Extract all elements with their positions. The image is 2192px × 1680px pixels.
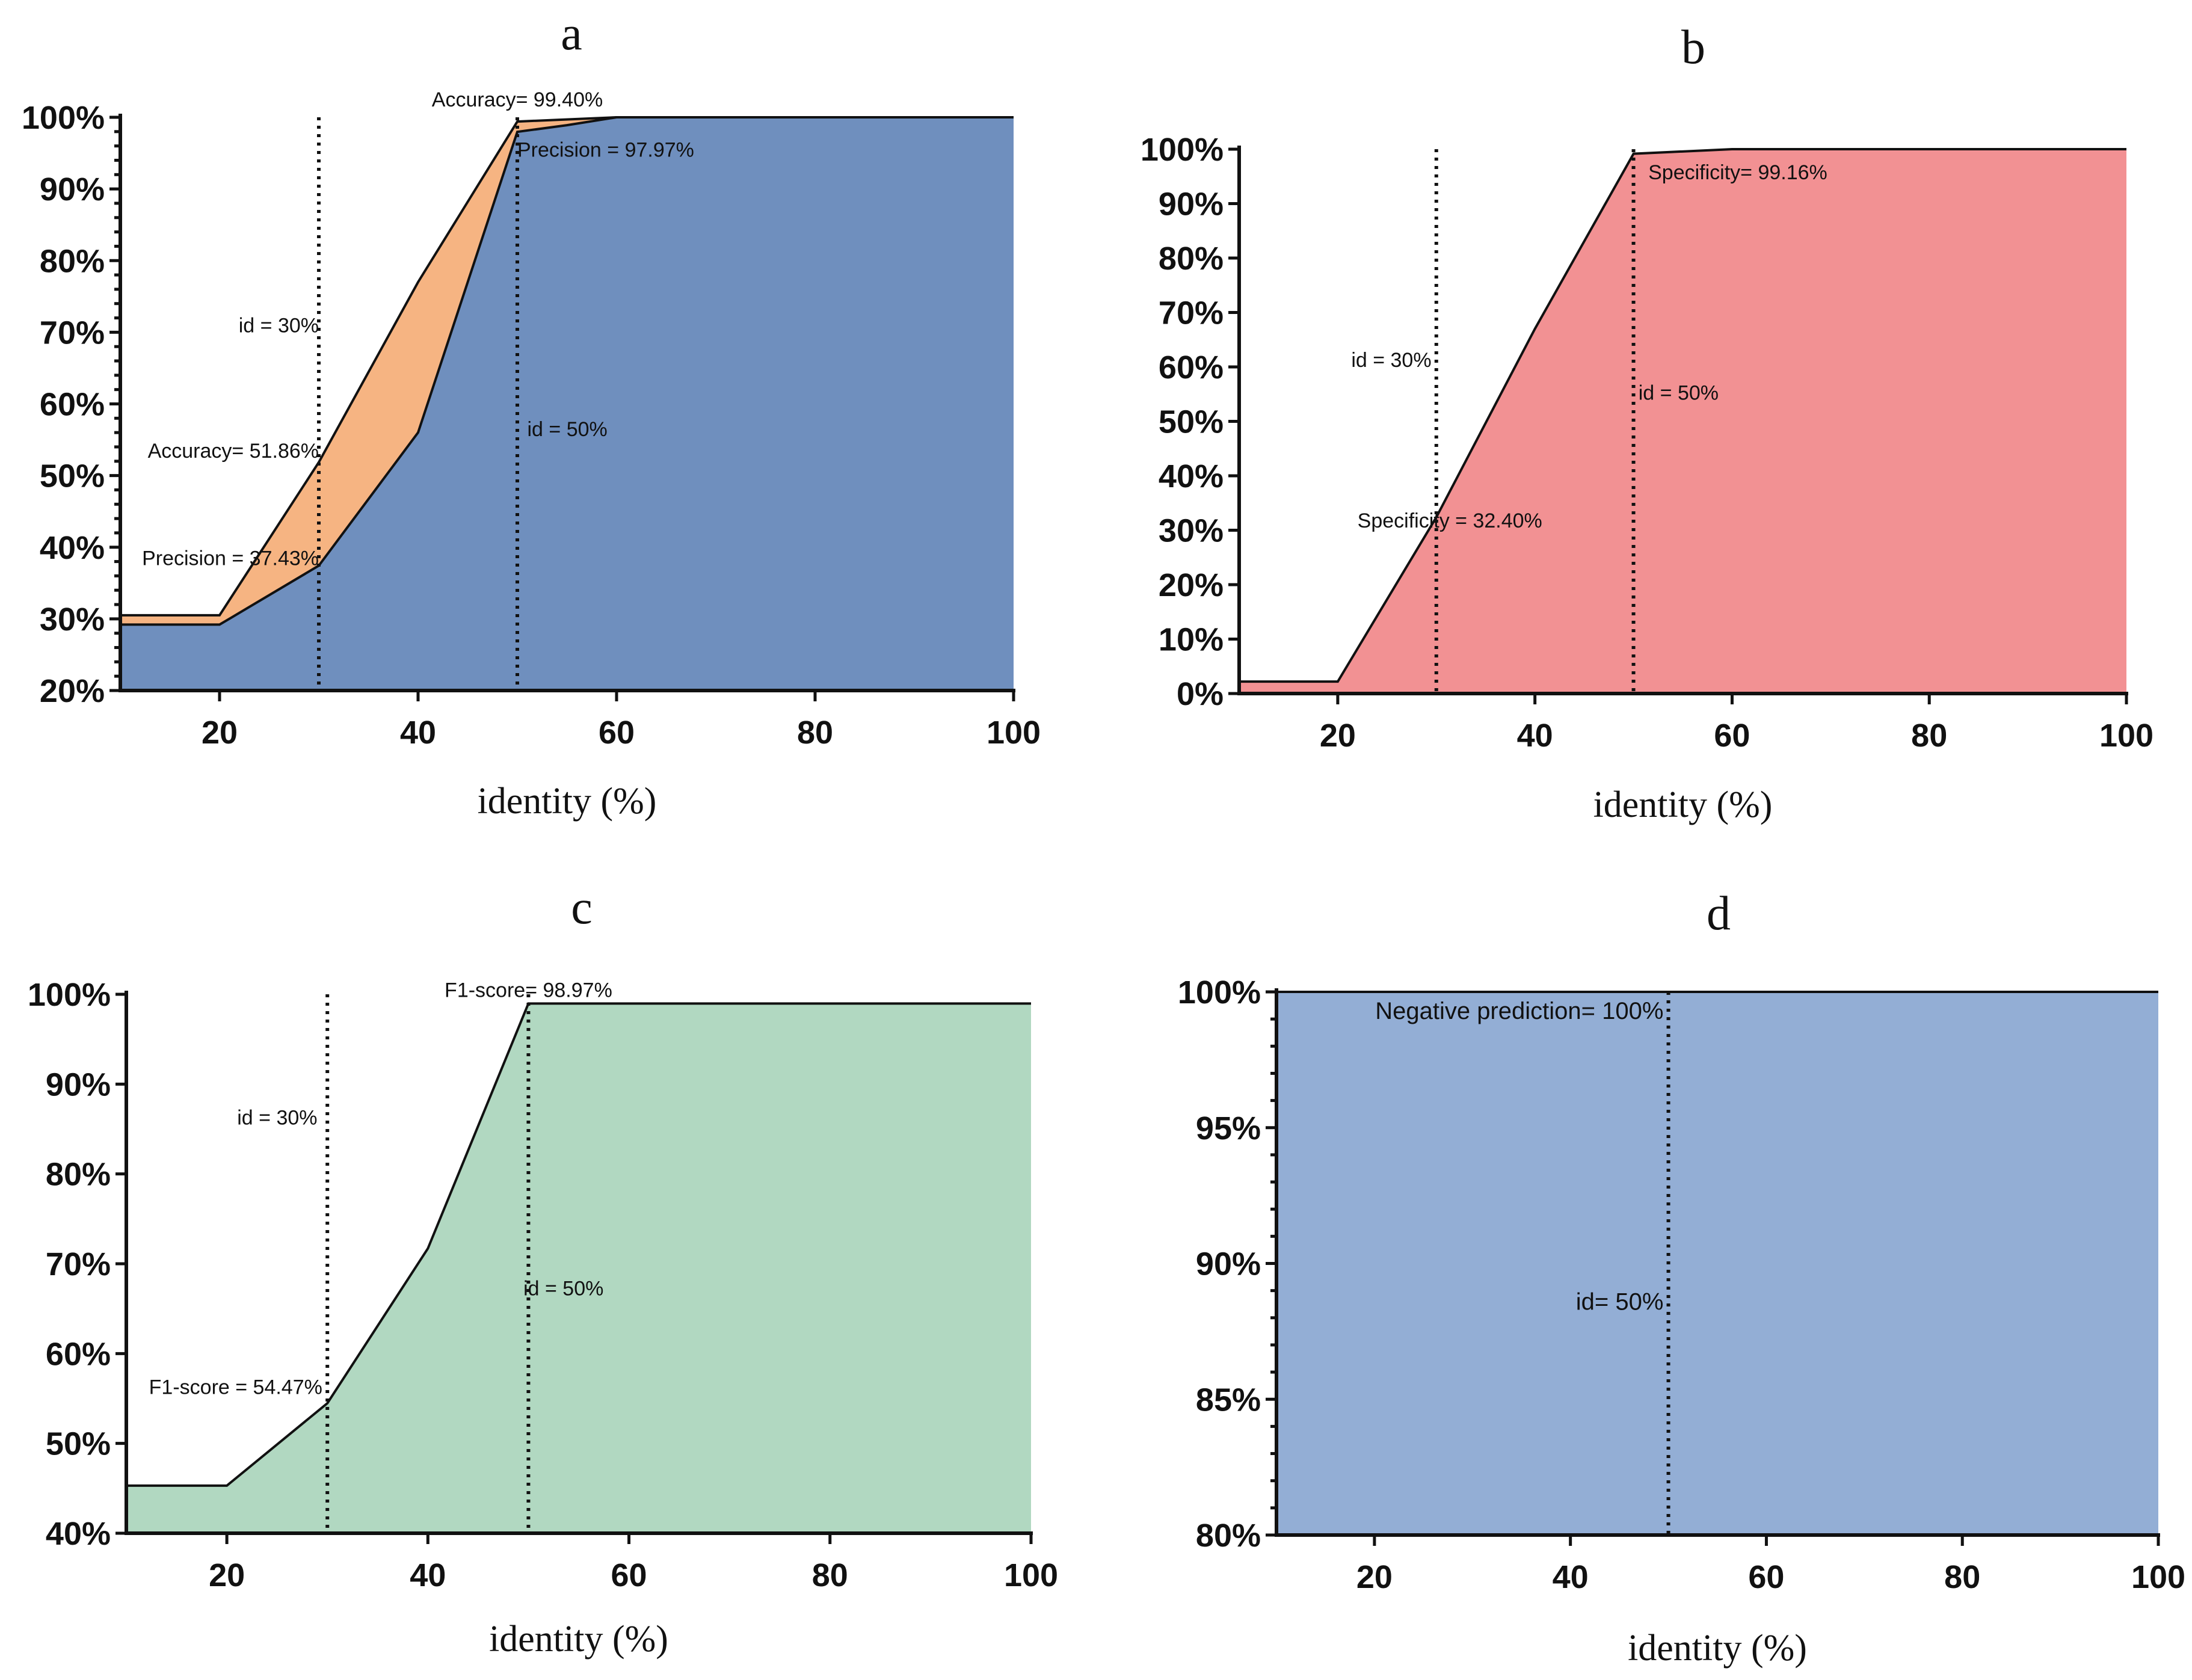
annotation-label: Negative prediction= 100%: [1375, 998, 1663, 1024]
annotation-label: id = 50%: [528, 418, 608, 441]
area-npv: [1276, 992, 2158, 1535]
x-tick-label: 100: [2131, 1559, 2185, 1595]
annotation-label: Specificity= 99.16%: [1648, 161, 1827, 184]
annotation-label: id = 50%: [1639, 381, 1719, 404]
y-tick-label: 80%: [1196, 1518, 1261, 1554]
x-axis-title: identity (%): [1593, 784, 1773, 825]
x-tick-label: 40: [1517, 718, 1553, 754]
y-tick-label: 0%: [1177, 676, 1224, 712]
annotation-label: Accuracy= 51.86%: [148, 440, 319, 463]
y-tick-label: 100%: [1178, 974, 1261, 1011]
y-tick-label: 80%: [46, 1157, 111, 1193]
area-f1: [126, 1003, 1031, 1533]
y-tick-label: 100%: [1141, 132, 1224, 168]
x-axis-title: identity (%): [478, 781, 657, 822]
y-tick-label: 90%: [46, 1066, 111, 1103]
panel-a: a 20% 30% 40% 50% 60% 70% 80% 90% 100% 20 40 60 80 100…: [22, 7, 1041, 822]
annotation-label: Specificity = 32.40%: [1358, 509, 1542, 532]
y-tick-label: 30%: [1159, 513, 1224, 549]
x-tick-label: 80: [1944, 1559, 1980, 1595]
annotation-label: Precision = 97.97%: [517, 139, 694, 162]
x-tick-label: 80: [1911, 718, 1947, 754]
y-tick-label: 10%: [1159, 622, 1224, 658]
x-tick-label: 60: [611, 1557, 647, 1593]
annotation-label: id = 30%: [237, 1107, 317, 1130]
x-tick-label: 40: [1553, 1559, 1589, 1595]
annotation-label: F1-score= 98.97%: [445, 979, 612, 1002]
x-tick-label: 100: [987, 715, 1041, 751]
y-tick-label: 20%: [1159, 567, 1224, 603]
y-tick-label: 50%: [46, 1426, 111, 1462]
y-tick-label: 100%: [22, 100, 105, 136]
y-tick-label: 40%: [1159, 458, 1224, 494]
x-tick-label: 20: [202, 715, 238, 751]
annotation-label: id = 50%: [523, 1277, 603, 1300]
y-tick-label: 80%: [1159, 241, 1224, 277]
panel-c: c 40% 50% 60% 70% 80% 90% 100% 20 40 60 80 100 identi…: [28, 881, 1058, 1660]
x-tick-label: 100: [2099, 718, 2154, 754]
panel-letter: b: [1681, 21, 1705, 74]
y-tick-label: 30%: [40, 602, 105, 638]
x-tick-label: 20: [1356, 1559, 1393, 1595]
y-tick-label: 85%: [1196, 1382, 1261, 1418]
x-tick-label: 20: [209, 1557, 245, 1593]
x-axis-title: identity (%): [489, 1619, 668, 1660]
x-tick-label: 60: [1714, 718, 1750, 754]
y-tick-label: 90%: [1196, 1246, 1261, 1282]
x-tick-label: 80: [812, 1557, 848, 1593]
area-specificity: [1239, 149, 2126, 694]
x-tick-label: 60: [599, 715, 635, 751]
area-precision: [120, 117, 1014, 691]
x-tick-label: 80: [797, 715, 833, 751]
x-tick-label: 60: [1748, 1559, 1784, 1595]
panel-b: b 0% 10% 20% 30% 40% 50% 60% 70% 80% 90% 100% 20 40 60…: [1141, 21, 2154, 825]
y-tick-label: 70%: [40, 315, 105, 351]
annotation-label: Accuracy= 99.40%: [432, 88, 603, 111]
x-tick-label: 100: [1004, 1557, 1058, 1593]
y-tick-label: 20%: [40, 673, 105, 709]
panel-d: d 80% 85% 90% 95% 100% 20 40 60 80 100 identity (%)…: [1178, 887, 2185, 1669]
x-tick-label: 20: [1320, 718, 1356, 754]
panel-letter: a: [561, 7, 582, 60]
panel-letter: c: [571, 881, 593, 934]
line-specificity: [1239, 148, 2126, 683]
annotation-label: F1-score = 54.47%: [149, 1376, 322, 1399]
x-axis-title: identity (%): [1628, 1628, 1807, 1669]
y-tick-label: 95%: [1196, 1110, 1261, 1146]
y-tick-label: 90%: [40, 171, 105, 208]
line-precision: [120, 116, 1014, 626]
y-tick-label: 50%: [40, 458, 105, 494]
annotation-label: id = 30%: [239, 314, 319, 337]
y-tick-label: 60%: [1159, 349, 1224, 386]
y-tick-label: 40%: [40, 530, 105, 566]
annotation-label: id = 30%: [1351, 349, 1431, 372]
y-tick-label: 70%: [46, 1246, 111, 1282]
x-tick-label: 40: [400, 715, 436, 751]
y-tick-label: 60%: [40, 387, 105, 423]
x-tick-label: 40: [410, 1557, 446, 1593]
y-tick-label: 100%: [28, 977, 111, 1013]
y-tick-label: 60%: [46, 1336, 111, 1372]
y-tick-label: 40%: [46, 1516, 111, 1552]
y-tick-label: 80%: [40, 243, 105, 279]
annotation-label: Precision = 37.43%: [142, 547, 319, 570]
line-f1: [126, 1002, 1031, 1487]
annotation-label: id= 50%: [1576, 1288, 1664, 1315]
y-tick-label: 70%: [1159, 295, 1224, 331]
y-tick-label: 50%: [1159, 404, 1224, 440]
y-tick-label: 90%: [1159, 186, 1224, 223]
panel-letter: d: [1707, 887, 1731, 940]
